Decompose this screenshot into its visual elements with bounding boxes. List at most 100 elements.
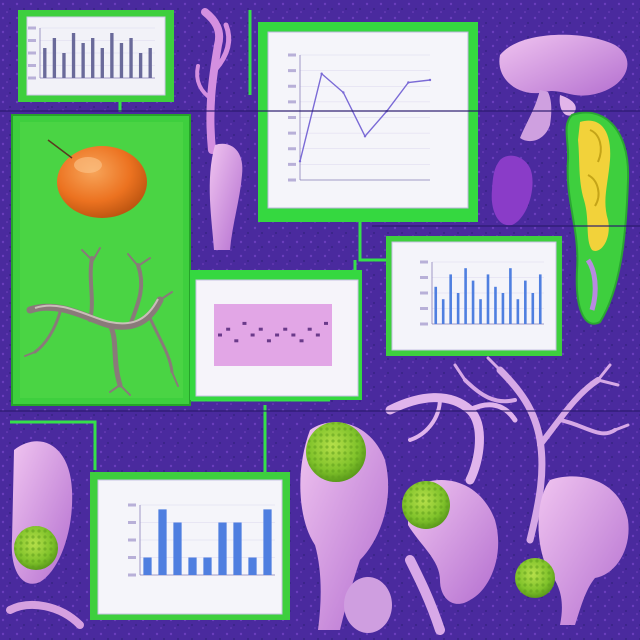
point [218,333,222,337]
tick-mark [420,322,428,326]
bar [531,293,535,324]
chart-top-left [28,26,155,80]
bar [233,522,242,575]
bottom-bar-chart-panel [90,472,290,620]
point [298,160,302,163]
tick-mark [288,178,296,182]
bar [441,299,445,324]
point [266,339,271,343]
pink-coral-right-icon [453,356,630,544]
tick-mark [288,100,296,104]
line-chart-panel [258,22,478,222]
pink-bulb-icon [344,577,392,633]
top-left-chart-card [26,16,166,96]
tick-mark [288,162,296,166]
bar [43,48,47,78]
tick-mark [128,573,136,577]
scatter-chart-panel [190,270,362,400]
bar [110,33,114,78]
scatter-plot-area [214,304,332,366]
point [291,333,296,337]
point [283,327,288,331]
tick-mark [128,556,136,559]
bar [143,557,152,575]
yellow-segmented-organ-icon [565,111,630,325]
tick-mark [28,64,36,67]
point [242,321,247,325]
point [226,327,231,331]
point [407,81,410,84]
bar [538,274,542,324]
root-highlights [34,298,159,325]
chart-right-bars [420,260,544,326]
branching-root-structure-icon [24,247,179,396]
tick-mark [420,307,428,310]
right-bar-chart-panel [386,236,562,356]
tick-mark [288,84,296,88]
tick-mark [420,276,428,279]
tick-mark [288,147,296,151]
bar [188,557,197,575]
pink-mushroom-organ-icon [499,34,628,142]
tick-mark [420,260,428,264]
bar [71,33,76,78]
chart-scatter [218,321,328,343]
left-green-panel [11,114,191,406]
bar [486,274,490,324]
point [307,327,312,331]
bar [464,268,467,324]
chart-line [288,53,432,182]
bar [248,557,257,575]
bar [203,557,212,575]
tick-mark [420,291,428,295]
bar [119,43,124,78]
bar [509,268,512,324]
point [258,327,263,331]
point [342,91,345,94]
point [234,339,239,343]
tick-mark [28,26,36,30]
tick-mark [288,69,296,73]
bar [148,48,152,78]
bar [516,299,520,324]
organ-tip-line [47,139,73,159]
bar [52,38,57,78]
bar [471,280,475,324]
bar [91,38,95,78]
bottom-bar-chart-card [97,479,283,615]
pink-organ-center-group [300,422,629,635]
tick-mark [128,521,136,524]
point [428,78,432,82]
top-left-panel [18,10,174,102]
purple-cluster-icon [491,155,533,226]
tick-mark [128,503,136,507]
pink-branching-coral-icon [195,8,232,154]
bar [62,53,66,78]
bar [456,293,460,324]
point [315,333,320,337]
pink-tissue-strip-icon [209,143,243,250]
point [275,333,280,337]
bar [449,274,452,324]
pink-organ-left-icon [6,441,84,629]
point [324,321,328,325]
bar [434,286,438,324]
pink-bone-forms-icon [385,393,518,485]
organ-highlight [74,157,102,173]
tick-mark [28,51,36,55]
bar [524,280,527,324]
bar [138,53,143,78]
point [320,72,323,75]
decorative-stripes [0,110,640,412]
bar [494,286,497,324]
bar [501,293,505,324]
bar [479,299,482,324]
bar [218,522,227,575]
point [363,135,367,138]
chart-bottom-bars [128,503,275,577]
tick-mark [28,76,36,80]
bar [263,509,272,575]
bar [81,43,85,78]
tick-mark [28,39,36,42]
